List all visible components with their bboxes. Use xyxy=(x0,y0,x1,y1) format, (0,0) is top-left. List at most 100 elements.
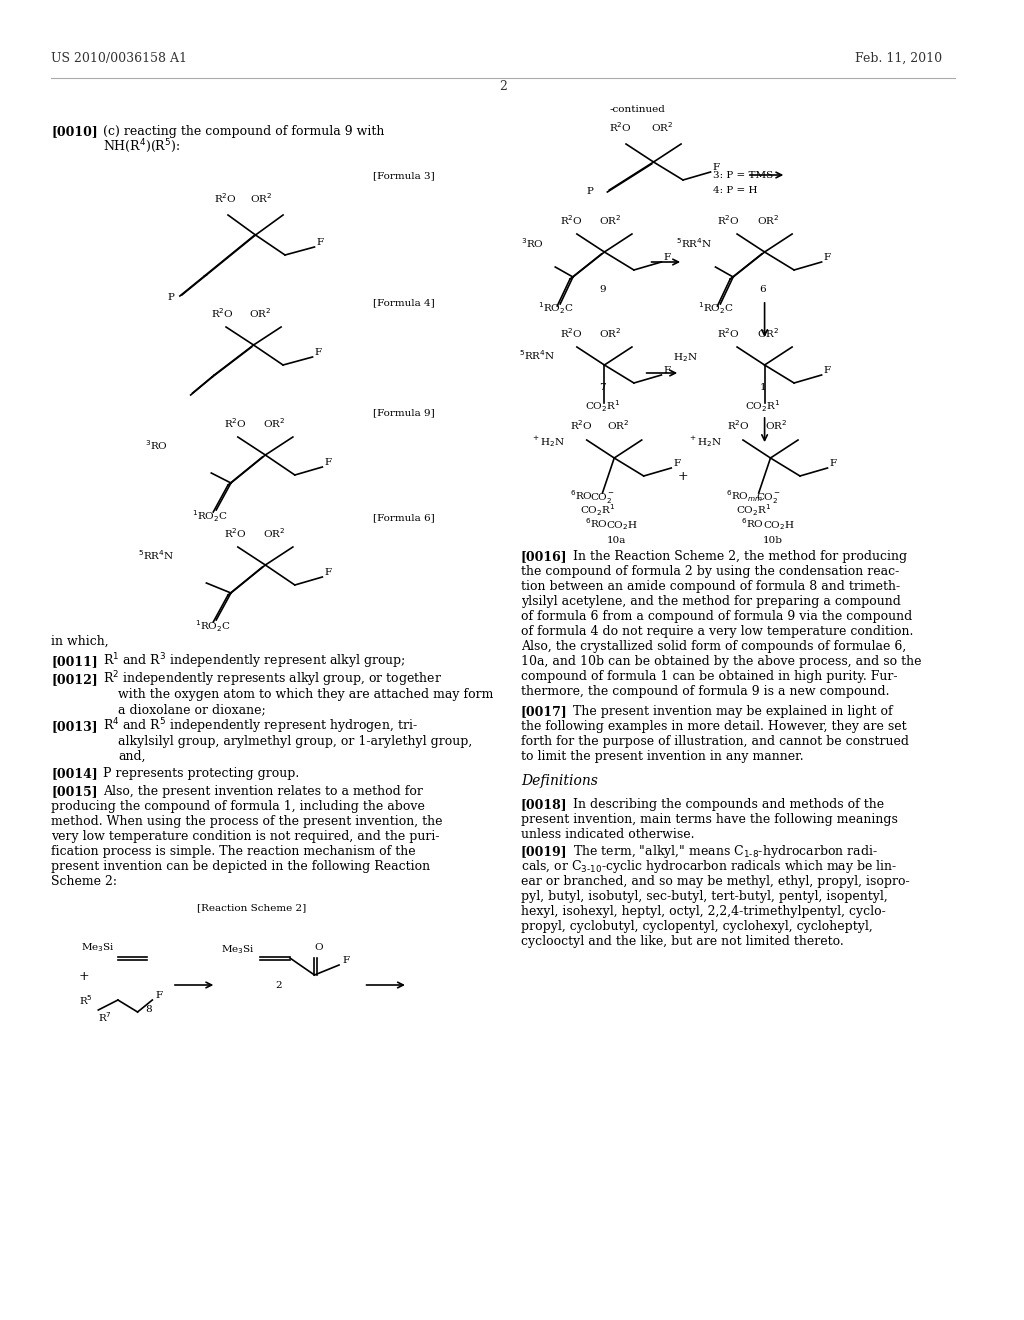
Text: R$^2$ independently represents alkyl group, or together: R$^2$ independently represents alkyl gro… xyxy=(103,669,442,689)
Text: $^1$RO$_2$C: $^1$RO$_2$C xyxy=(697,300,733,315)
Text: OR$^2$: OR$^2$ xyxy=(757,326,779,341)
Text: F: F xyxy=(664,366,671,375)
Text: F: F xyxy=(156,991,163,1001)
Text: Also, the crystallized solid form of compounds of formulae 6,: Also, the crystallized solid form of com… xyxy=(521,640,906,653)
Text: R$^1$ and R$^3$ independently represent alkyl group;: R$^1$ and R$^3$ independently represent … xyxy=(103,651,407,671)
Text: hexyl, isohexyl, heptyl, octyl, 2,2,4-trimethylpentyl, cyclo-: hexyl, isohexyl, heptyl, octyl, 2,2,4-tr… xyxy=(521,906,886,917)
Text: [0019]: [0019] xyxy=(521,845,567,858)
Text: cyclooctyl and the like, but are not limited thereto.: cyclooctyl and the like, but are not lim… xyxy=(521,935,844,948)
Text: $^6$RO: $^6$RO xyxy=(570,488,593,502)
Text: R$^2$O: R$^2$O xyxy=(560,326,583,341)
Text: $^3$RO: $^3$RO xyxy=(521,236,544,249)
Text: pyl, butyl, isobutyl, sec-butyl, tert-butyl, pentyl, isopentyl,: pyl, butyl, isobutyl, sec-butyl, tert-bu… xyxy=(521,890,888,903)
Text: CO$_2^-$: CO$_2^-$ xyxy=(756,491,781,506)
Text: OR$^2$: OR$^2$ xyxy=(263,527,286,540)
Text: 4: P = H: 4: P = H xyxy=(713,186,757,195)
Text: [0010]: [0010] xyxy=(51,125,98,139)
Text: F: F xyxy=(823,366,830,375)
Text: 8: 8 xyxy=(145,1005,153,1014)
Text: P represents protecting group.: P represents protecting group. xyxy=(103,767,299,780)
Text: R$^2$O: R$^2$O xyxy=(609,120,632,135)
Text: $^1$RO$_2$C: $^1$RO$_2$C xyxy=(538,300,573,315)
Text: R$^2$O: R$^2$O xyxy=(718,214,740,227)
Text: Me$_3$Si: Me$_3$Si xyxy=(81,941,115,954)
Text: $^1$RO$_2$C: $^1$RO$_2$C xyxy=(191,508,227,524)
Text: CO$_2$R$^1$: CO$_2$R$^1$ xyxy=(585,399,621,413)
Text: F: F xyxy=(664,253,671,261)
Text: with the oxygen atom to which they are attached may form: with the oxygen atom to which they are a… xyxy=(118,688,494,701)
Text: OR$^2$: OR$^2$ xyxy=(765,418,786,432)
Text: OR$^2$: OR$^2$ xyxy=(599,326,622,341)
Text: [Formula 9]: [Formula 9] xyxy=(374,408,435,417)
Text: NH(R$^{4}$)(R$^{5}$):: NH(R$^{4}$)(R$^{5}$): xyxy=(103,137,180,154)
Text: O: O xyxy=(314,942,324,952)
Text: [0017]: [0017] xyxy=(521,705,567,718)
Text: Feb. 11, 2010: Feb. 11, 2010 xyxy=(855,51,942,65)
Text: 10a: 10a xyxy=(606,536,626,545)
Text: CO$_2$R$^1$: CO$_2$R$^1$ xyxy=(736,502,771,517)
Text: [Formula 4]: [Formula 4] xyxy=(374,298,435,308)
Text: F: F xyxy=(314,348,322,356)
Text: [0013]: [0013] xyxy=(51,719,97,733)
Text: $^3$RO: $^3$RO xyxy=(145,438,168,451)
Text: R$^2$O: R$^2$O xyxy=(214,191,238,205)
Text: 1: 1 xyxy=(760,383,766,392)
Text: of formula 4 do not require a very low temperature condition.: of formula 4 do not require a very low t… xyxy=(521,624,913,638)
Text: thermore, the compound of formula 9 is a new compound.: thermore, the compound of formula 9 is a… xyxy=(521,685,890,698)
Text: $^1$RO$_2$C: $^1$RO$_2$C xyxy=(195,618,230,634)
Text: -continued: -continued xyxy=(609,106,666,114)
Text: fication process is simple. The reaction mechanism of the: fication process is simple. The reaction… xyxy=(51,845,416,858)
Text: 6: 6 xyxy=(760,285,766,294)
Text: [0012]: [0012] xyxy=(51,673,98,686)
Text: P: P xyxy=(167,293,174,302)
Text: R$^7$: R$^7$ xyxy=(98,1010,113,1024)
Text: ear or branched, and so may be methyl, ethyl, propyl, isopro-: ear or branched, and so may be methyl, e… xyxy=(521,875,909,888)
Text: unless indicated otherwise.: unless indicated otherwise. xyxy=(521,828,694,841)
Text: +: + xyxy=(678,470,689,483)
Text: R$^2$O: R$^2$O xyxy=(570,418,593,432)
Text: and,: and, xyxy=(118,750,145,763)
Text: H$_2$N: H$_2$N xyxy=(673,351,698,364)
Text: [Formula 6]: [Formula 6] xyxy=(374,513,435,521)
Text: F: F xyxy=(823,253,830,261)
Text: F: F xyxy=(673,459,680,469)
Text: The term, "alkyl," means C$_{1\text{-}8}$-hydrocarbon radi-: The term, "alkyl," means C$_{1\text{-}8}… xyxy=(573,843,878,861)
Text: OR$^2$: OR$^2$ xyxy=(263,416,286,430)
Text: $^5$RR$^4$N: $^5$RR$^4$N xyxy=(519,348,555,362)
Text: [0014]: [0014] xyxy=(51,767,98,780)
Text: In the Reaction Scheme 2, the method for producing: In the Reaction Scheme 2, the method for… xyxy=(573,550,907,564)
Text: Definitions: Definitions xyxy=(521,774,598,788)
Text: the following examples in more detail. However, they are set: the following examples in more detail. H… xyxy=(521,719,906,733)
Text: $^+$H$_2$N: $^+$H$_2$N xyxy=(530,434,564,449)
Text: [0015]: [0015] xyxy=(51,785,97,799)
Text: Also, the present invention relates to a method for: Also, the present invention relates to a… xyxy=(103,785,423,799)
Text: $^6$RO$_{mm}$: $^6$RO$_{mm}$ xyxy=(726,488,763,504)
Text: R$^2$O: R$^2$O xyxy=(560,214,583,227)
Text: R$^2$O: R$^2$O xyxy=(727,418,751,432)
Text: 9: 9 xyxy=(599,285,606,294)
Text: the compound of formula 2 by using the condensation reac-: the compound of formula 2 by using the c… xyxy=(521,565,899,578)
Text: US 2010/0036158 A1: US 2010/0036158 A1 xyxy=(51,51,187,65)
Text: R$^5$: R$^5$ xyxy=(79,993,92,1007)
Text: cals, or C$_{3\text{-}10}$-cyclic hydrocarbon radicals which may be lin-: cals, or C$_{3\text{-}10}$-cyclic hydroc… xyxy=(521,858,897,875)
Text: $^6$RO: $^6$RO xyxy=(741,516,764,531)
Text: CO$_2$R$^1$: CO$_2$R$^1$ xyxy=(580,502,615,517)
Text: R$^2$O: R$^2$O xyxy=(224,416,247,430)
Text: OR$^2$: OR$^2$ xyxy=(250,191,272,205)
Text: method. When using the process of the present invention, the: method. When using the process of the pr… xyxy=(51,814,442,828)
Text: [0018]: [0018] xyxy=(521,799,567,810)
Text: 7: 7 xyxy=(599,383,606,392)
Text: very low temperature condition is not required, and the puri-: very low temperature condition is not re… xyxy=(51,830,439,843)
Text: present invention can be depicted in the following Reaction: present invention can be depicted in the… xyxy=(51,861,430,873)
Text: OR$^2$: OR$^2$ xyxy=(757,214,779,227)
Text: [0016]: [0016] xyxy=(521,550,567,564)
Text: [Formula 3]: [Formula 3] xyxy=(374,172,435,180)
Text: in which,: in which, xyxy=(51,635,109,648)
Text: to limit the present invention in any manner.: to limit the present invention in any ma… xyxy=(521,750,804,763)
Text: 3: P = TMS: 3: P = TMS xyxy=(713,172,773,180)
Text: F: F xyxy=(316,238,324,247)
Text: CO$_2$R$^1$: CO$_2$R$^1$ xyxy=(744,399,780,413)
Text: a dioxolane or dioxane;: a dioxolane or dioxane; xyxy=(118,704,265,715)
Text: $^5$RR$^4$N: $^5$RR$^4$N xyxy=(676,236,713,249)
Text: 10b: 10b xyxy=(763,536,782,545)
